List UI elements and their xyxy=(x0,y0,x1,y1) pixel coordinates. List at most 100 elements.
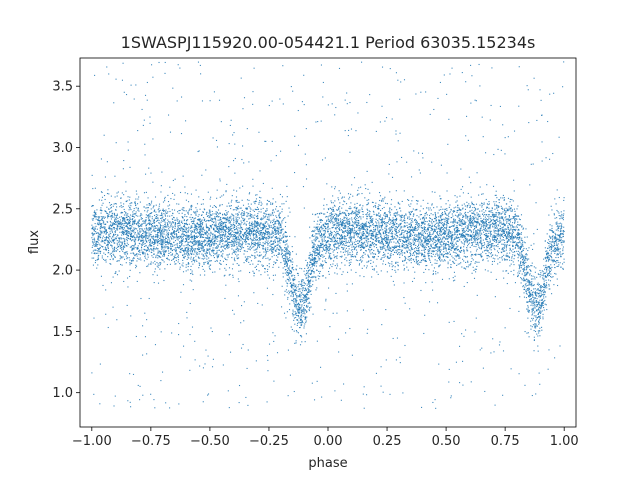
data-point xyxy=(395,226,398,228)
data-point xyxy=(293,298,295,300)
data-point xyxy=(218,262,221,264)
data-point xyxy=(374,225,376,227)
data-point xyxy=(298,288,300,290)
data-point xyxy=(531,308,533,310)
data-point xyxy=(235,219,237,221)
data-point xyxy=(120,202,122,204)
data-point xyxy=(187,269,189,271)
data-point xyxy=(410,246,412,248)
data-point xyxy=(454,224,456,226)
data-point xyxy=(397,203,399,205)
data-point xyxy=(131,226,133,228)
data-point xyxy=(551,266,553,268)
data-point xyxy=(327,231,329,233)
data-point xyxy=(252,228,254,230)
data-point xyxy=(178,210,180,212)
data-point xyxy=(122,218,125,220)
data-point xyxy=(260,208,262,210)
data-point xyxy=(437,226,439,228)
data-point xyxy=(268,225,270,227)
data-point xyxy=(335,228,337,230)
data-point xyxy=(469,242,471,244)
data-point xyxy=(351,210,353,212)
data-point xyxy=(523,269,525,271)
data-point xyxy=(475,225,477,227)
data-point xyxy=(275,250,277,252)
data-point xyxy=(515,228,517,230)
data-point xyxy=(523,277,525,279)
data-point xyxy=(452,221,454,223)
data-point xyxy=(347,230,349,233)
data-point xyxy=(434,255,436,257)
data-point xyxy=(271,250,273,252)
data-point xyxy=(308,266,310,268)
data-point xyxy=(196,252,198,254)
data-point xyxy=(137,233,139,235)
data-point xyxy=(479,231,481,233)
data-point xyxy=(463,220,465,222)
data-point xyxy=(339,240,341,242)
data-point xyxy=(475,225,477,227)
data-point xyxy=(176,217,178,219)
data-point xyxy=(150,261,152,263)
data-point xyxy=(528,288,530,290)
data-point xyxy=(135,207,137,209)
data-point xyxy=(520,267,522,269)
data-point xyxy=(185,210,187,212)
data-point xyxy=(171,234,173,236)
data-point xyxy=(499,241,501,243)
data-point xyxy=(325,247,328,249)
data-point xyxy=(419,226,421,228)
data-point xyxy=(540,307,542,310)
data-point xyxy=(420,289,422,292)
data-point xyxy=(397,265,399,267)
data-point xyxy=(105,233,107,235)
data-point xyxy=(548,285,550,287)
data-point xyxy=(462,208,464,210)
data-point xyxy=(158,243,160,245)
data-point xyxy=(370,243,372,245)
data-point xyxy=(348,222,350,224)
data-point xyxy=(350,256,352,258)
data-point xyxy=(127,196,129,198)
data-point xyxy=(428,301,431,303)
data-point xyxy=(164,241,167,244)
data-point xyxy=(121,206,123,208)
data-point xyxy=(284,257,286,259)
data-point xyxy=(126,242,128,244)
data-point xyxy=(168,238,170,240)
data-point xyxy=(191,204,193,206)
data-point xyxy=(516,253,519,255)
data-point xyxy=(456,221,458,223)
data-point xyxy=(122,206,124,208)
data-point xyxy=(156,217,158,220)
data-point xyxy=(501,235,503,237)
data-point xyxy=(320,230,322,232)
data-point xyxy=(254,233,257,235)
data-point xyxy=(477,221,479,223)
data-point xyxy=(493,247,495,249)
data-point xyxy=(503,250,505,252)
data-point xyxy=(457,248,459,251)
data-point xyxy=(159,240,161,242)
data-point xyxy=(455,259,457,261)
data-point xyxy=(163,252,165,254)
data-point xyxy=(128,221,130,223)
data-point xyxy=(292,278,294,280)
data-point xyxy=(472,203,474,206)
data-point xyxy=(470,196,472,198)
data-point xyxy=(542,316,544,318)
data-point xyxy=(197,228,199,230)
data-point xyxy=(421,253,423,255)
data-point xyxy=(223,246,225,248)
data-point xyxy=(210,250,213,252)
data-point xyxy=(454,231,456,233)
data-point xyxy=(117,224,119,226)
data-point xyxy=(291,290,293,292)
data-point xyxy=(219,227,221,229)
data-point xyxy=(94,227,96,229)
data-point xyxy=(152,220,154,222)
data-point xyxy=(428,250,430,252)
data-point xyxy=(535,316,537,318)
